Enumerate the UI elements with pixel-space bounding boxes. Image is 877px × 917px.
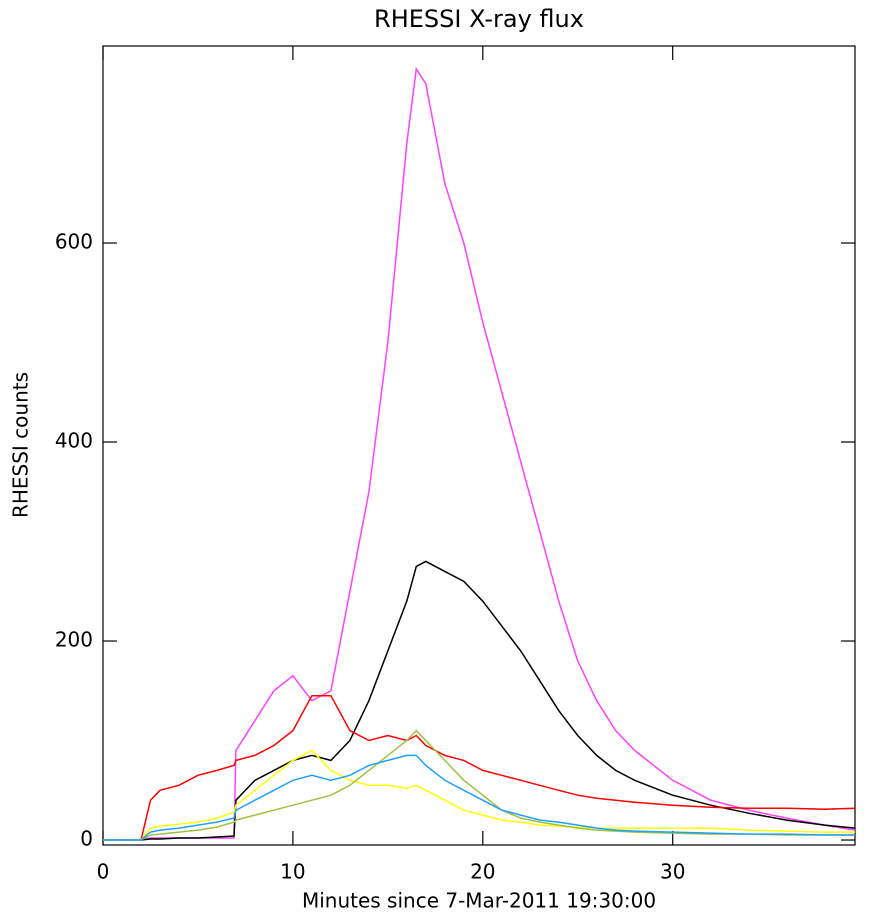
series-line xyxy=(103,694,856,841)
series-line xyxy=(103,729,855,841)
x-tick-label: 0 xyxy=(97,860,110,884)
plot-frame xyxy=(102,45,856,846)
series-line xyxy=(103,754,855,841)
x-axis-label: Minutes since 7-Mar-2011 19:30:00 xyxy=(302,889,656,913)
y-tick-label: 600 xyxy=(55,230,93,254)
chart-title: RHESSI X-ray flux xyxy=(374,5,584,33)
series-line xyxy=(103,749,855,841)
y-tick-label: 400 xyxy=(55,429,93,453)
y-axis-label: RHESSI counts xyxy=(9,372,33,518)
series-line xyxy=(103,560,856,841)
x-tick-label: 20 xyxy=(470,860,495,884)
y-tick-label: 0 xyxy=(80,827,93,851)
x-tick-label: 10 xyxy=(280,860,305,884)
y-tick-label: 200 xyxy=(55,628,93,652)
series-line xyxy=(103,66,856,841)
x-tick-label: 30 xyxy=(660,860,685,884)
